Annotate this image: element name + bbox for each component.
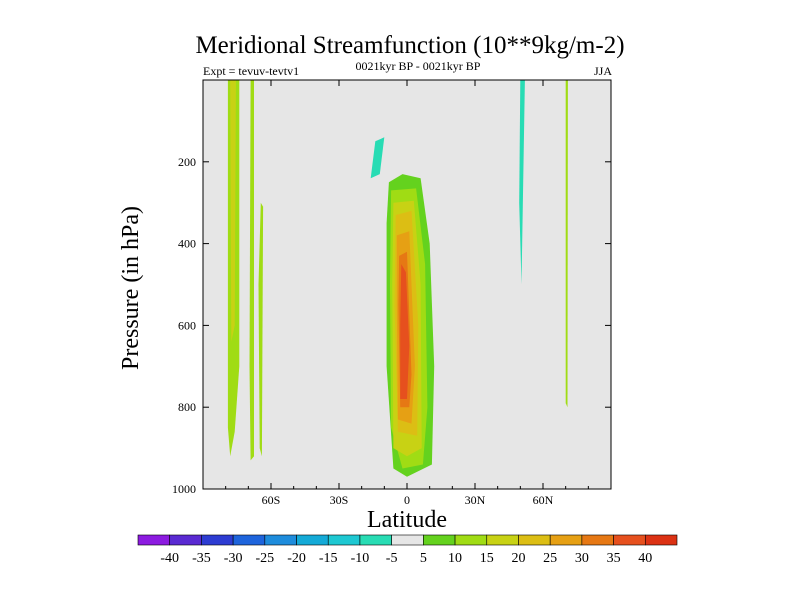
contour-nh-midlat-negative-band-b xyxy=(536,80,557,469)
colorbar-swatch xyxy=(201,534,234,546)
colorbar-swatch xyxy=(137,534,171,546)
y-axis-label: Pressure (in hPa) xyxy=(118,206,144,370)
colorbar-swatch xyxy=(486,534,519,546)
colorbar-label: -30 xyxy=(224,551,243,566)
colorbar-label: 20 xyxy=(511,551,525,566)
colorbar-label: 35 xyxy=(607,551,621,566)
colorbar-label: 15 xyxy=(480,551,494,566)
y-axis-ticks: 200 400 600 800 1000 xyxy=(172,155,611,496)
contour-sh-midlat-strip-b xyxy=(258,202,264,457)
x-tick-label: 0 xyxy=(404,493,410,507)
x-axis-label: Latitude xyxy=(367,507,447,533)
contour-nh-midlat-negative-band-a-edge xyxy=(519,80,525,285)
colorbar: -40 -35 -30 -25 -20 -15 -10 -5 5 10 15 20 25 30 35 40 xyxy=(137,534,678,566)
colorbar-label: -35 xyxy=(192,551,211,566)
y-tick-label: 200 xyxy=(178,155,196,169)
y-tick-label: 600 xyxy=(178,318,196,332)
colorbar-swatch xyxy=(359,534,392,546)
colorbar-label: -40 xyxy=(160,551,179,566)
colorbar-swatch xyxy=(549,534,583,546)
colorbar-label: -10 xyxy=(351,551,370,566)
contour-sh-highlat-positive-band-inner xyxy=(230,80,236,342)
x-tick-label: 30S xyxy=(330,493,349,507)
y-tick-label: 400 xyxy=(178,237,196,251)
colorbar-label: 10 xyxy=(448,551,462,566)
colorbar-swatch xyxy=(327,534,361,546)
x-tick-label: 30N xyxy=(465,493,486,507)
colorbar-swatch xyxy=(613,534,646,546)
chart-subtitle-right: JJA xyxy=(594,64,612,78)
contour-regions xyxy=(227,80,568,477)
colorbar-swatch xyxy=(232,534,266,546)
x-axis-ticks: 60S 30S 0 30N 60N xyxy=(225,80,589,507)
colorbar-swatch xyxy=(581,534,614,546)
y-tick-label: 1000 xyxy=(172,482,196,496)
colorbar-swatch xyxy=(391,534,424,546)
colorbar-swatch xyxy=(454,534,488,546)
contour-tropical-cell-35 xyxy=(400,264,410,399)
chart-subtitle-center: 0021kyr BP - 0021kyr BP xyxy=(356,59,481,73)
colorbar-label: -5 xyxy=(386,551,398,566)
chart-title: Meridional Streamfunction (10**9kg/m-2) xyxy=(195,32,624,59)
colorbar-label: 30 xyxy=(575,551,589,566)
colorbar-swatch xyxy=(423,534,456,546)
contour-sh-midlat-strip-a xyxy=(249,80,254,461)
x-tick-label: 60S xyxy=(262,493,281,507)
colorbar-swatch xyxy=(169,534,202,546)
colorbar-label: 25 xyxy=(543,551,557,566)
contour-nh-highlat-positive-strip xyxy=(565,80,568,408)
contour-upper-trop-negative-inner xyxy=(370,137,385,179)
colorbar-label: 5 xyxy=(420,551,427,566)
colorbar-swatch xyxy=(296,534,329,546)
x-tick-label: 60N xyxy=(533,493,554,507)
colorbar-label: -20 xyxy=(287,551,306,566)
y-tick-label: 800 xyxy=(178,400,196,414)
colorbar-swatch xyxy=(264,534,297,546)
colorbar-label: -25 xyxy=(255,551,274,566)
contour-ne-upper-trop-negative xyxy=(402,80,414,136)
colorbar-swatch xyxy=(518,534,551,546)
colorbar-label: -15 xyxy=(319,551,338,566)
chart-subtitle-left: Expt = tevuv-tevtv1 xyxy=(203,64,299,78)
colorbar-swatch xyxy=(644,534,678,546)
colorbar-label: 40 xyxy=(638,551,652,566)
